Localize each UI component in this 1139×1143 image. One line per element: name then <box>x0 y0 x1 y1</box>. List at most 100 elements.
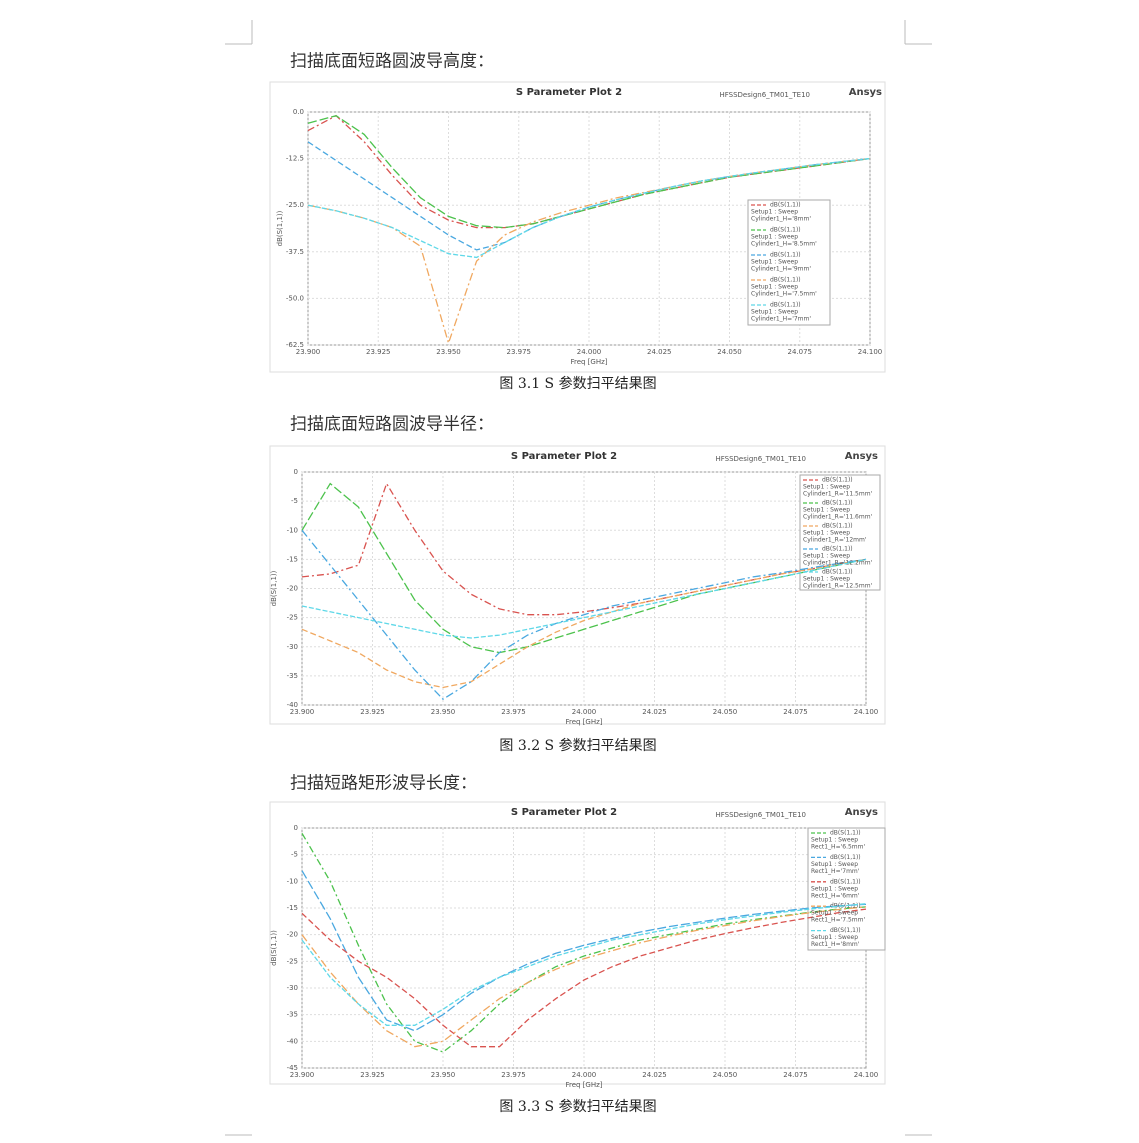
legend-label: dB(S(1,1)) <box>770 277 801 284</box>
x-tick-label: 23.900 <box>290 708 315 716</box>
design-name: HFSSDesign6_TM01_TE10 <box>715 455 806 463</box>
x-axis-label: Freq [GHz] <box>565 718 602 726</box>
x-tick-label: 24.050 <box>717 348 742 356</box>
y-tick-label: -30 <box>287 643 298 651</box>
series-line <box>301 529 867 701</box>
y-tick-label: -20 <box>287 585 298 593</box>
legend-label: dB(S(1,1)) <box>770 252 801 259</box>
legend-variation: Cylinder1_R='11.6mm' <box>803 514 873 521</box>
y-tick-label: -40 <box>287 1037 298 1045</box>
series-line <box>307 114 871 229</box>
brand: Ansys <box>849 87 882 98</box>
figure-caption: 图 3.2 S 参数扫平结果图 <box>499 737 656 754</box>
x-axis-label: Freq [GHz] <box>565 1081 602 1089</box>
legend-label: dB(S(1,1)) <box>830 854 861 861</box>
x-tick-label: 23.925 <box>366 348 391 356</box>
x-tick-label: 23.950 <box>436 348 461 356</box>
x-tick-label: 24.075 <box>788 348 813 356</box>
series-line <box>301 908 867 1048</box>
series-line <box>301 870 867 1032</box>
x-tick-label: 23.925 <box>360 1071 385 1079</box>
legend-variation: Cylinder1_H='7.5mm' <box>751 291 817 298</box>
legend-variation: Cylinder1_R='12mm' <box>803 537 867 544</box>
legend-variation: Rect1_H='8mm' <box>811 941 860 948</box>
legend-variation: Cylinder1_R='12.5mm' <box>803 583 873 590</box>
y-tick-label: -35 <box>287 1011 298 1019</box>
legend-box <box>747 199 831 326</box>
y-tick-label: -12.5 <box>286 155 304 163</box>
legend-setup: Setup1 : Sweep <box>811 885 858 892</box>
legend-label: dB(S(1,1)) <box>822 523 853 530</box>
y-tick-label: -15 <box>287 555 298 563</box>
y-tick-label: -10 <box>287 526 298 534</box>
section-heading: 扫描短路矩形波导长度： <box>290 774 477 794</box>
legend-variation: Rect1_H='7.5mm' <box>811 917 865 924</box>
legend-box <box>807 827 886 951</box>
x-tick-label: 24.000 <box>572 708 597 716</box>
x-tick-label: 24.100 <box>854 1071 879 1079</box>
legend-label: dB(S(1,1)) <box>770 202 801 209</box>
y-tick-label: -45 <box>287 1064 298 1072</box>
x-tick-label: 24.100 <box>854 708 879 716</box>
series-line <box>301 832 867 1053</box>
legend-setup: Setup1 : Sweep <box>803 530 850 537</box>
brand: Ansys <box>845 451 878 462</box>
legend-label: dB(S(1,1)) <box>830 830 861 837</box>
legend-variation: Rect1_H='7mm' <box>811 868 860 875</box>
legend-label: dB(S(1,1)) <box>830 903 861 910</box>
legend-setup: Setup1 : Sweep <box>803 484 850 491</box>
legend-setup: Setup1 : Sweep <box>751 209 798 216</box>
legend-setup: Setup1 : Sweep <box>751 309 798 316</box>
section-heading: 扫描底面短路圆波导高度： <box>290 52 494 72</box>
chart: S Parameter Plot 2 HFSSDesign6_TM01_TE10 A… <box>269 81 886 373</box>
chart: S Parameter Plot 2 HFSSDesign6_TM01_TE10 A… <box>269 801 886 1089</box>
brand: Ansys <box>845 807 878 818</box>
legend-variation: Cylinder1_H='7mm' <box>751 316 811 323</box>
legend-variation: Cylinder1_H='8.5mm' <box>751 241 817 248</box>
x-tick-label: 24.025 <box>642 1071 667 1079</box>
legend-setup: Setup1 : Sweep <box>803 507 850 514</box>
x-tick-label: 24.100 <box>858 348 883 356</box>
series-line <box>307 157 871 259</box>
legend-setup: Setup1 : Sweep <box>751 284 798 291</box>
y-tick-label: -25.0 <box>286 201 304 209</box>
legend-label: dB(S(1,1)) <box>770 227 801 234</box>
y-axis-label: dB(S(1,1)) <box>270 570 278 606</box>
x-tick-label: 24.075 <box>783 1071 808 1079</box>
series-line <box>301 558 867 689</box>
y-tick-label: -5 <box>291 851 298 859</box>
series-line <box>301 903 867 1026</box>
y-tick-label: -25 <box>287 957 298 965</box>
legend-variation: Rect1_H='6mm' <box>811 892 860 899</box>
legend-variation: Cylinder1_R='11.5mm' <box>803 491 873 498</box>
legend-label: dB(S(1,1)) <box>822 477 853 484</box>
x-tick-label: 23.975 <box>507 348 532 356</box>
design-name: HFSSDesign6_TM01_TE10 <box>715 811 806 819</box>
legend-label: dB(S(1,1)) <box>770 302 801 309</box>
x-tick-label: 23.900 <box>296 348 321 356</box>
y-tick-label: 0 <box>294 468 298 476</box>
x-tick-label: 23.925 <box>360 708 385 716</box>
legend-variation: Cylinder1_H='8mm' <box>751 216 811 223</box>
x-tick-label: 24.050 <box>713 1071 738 1079</box>
x-tick-label: 23.975 <box>501 708 526 716</box>
x-tick-label: 23.950 <box>431 708 456 716</box>
y-tick-label: -35 <box>287 672 298 680</box>
legend-setup: Setup1 : Sweep <box>811 861 858 868</box>
y-tick-label: -50.0 <box>286 294 304 302</box>
legend-setup: Setup1 : Sweep <box>803 553 850 560</box>
y-tick-label: -10 <box>287 877 298 885</box>
x-tick-label: 23.950 <box>431 1071 456 1079</box>
legend-variation: Cylinder1_H='9mm' <box>751 266 811 273</box>
chart-title: S Parameter Plot 2 <box>516 87 622 98</box>
y-tick-label: -25 <box>287 614 298 622</box>
legend-setup: Setup1 : Sweep <box>811 910 858 917</box>
design-name: HFSSDesign6_TM01_TE10 <box>719 91 810 99</box>
legend-setup: Setup1 : Sweep <box>803 576 850 583</box>
legend-setup: Setup1 : Sweep <box>811 934 858 941</box>
legend-label: dB(S(1,1)) <box>830 927 861 934</box>
corner-marks <box>225 20 932 1136</box>
legend-label: dB(S(1,1)) <box>822 546 853 553</box>
y-tick-label: -20 <box>287 931 298 939</box>
